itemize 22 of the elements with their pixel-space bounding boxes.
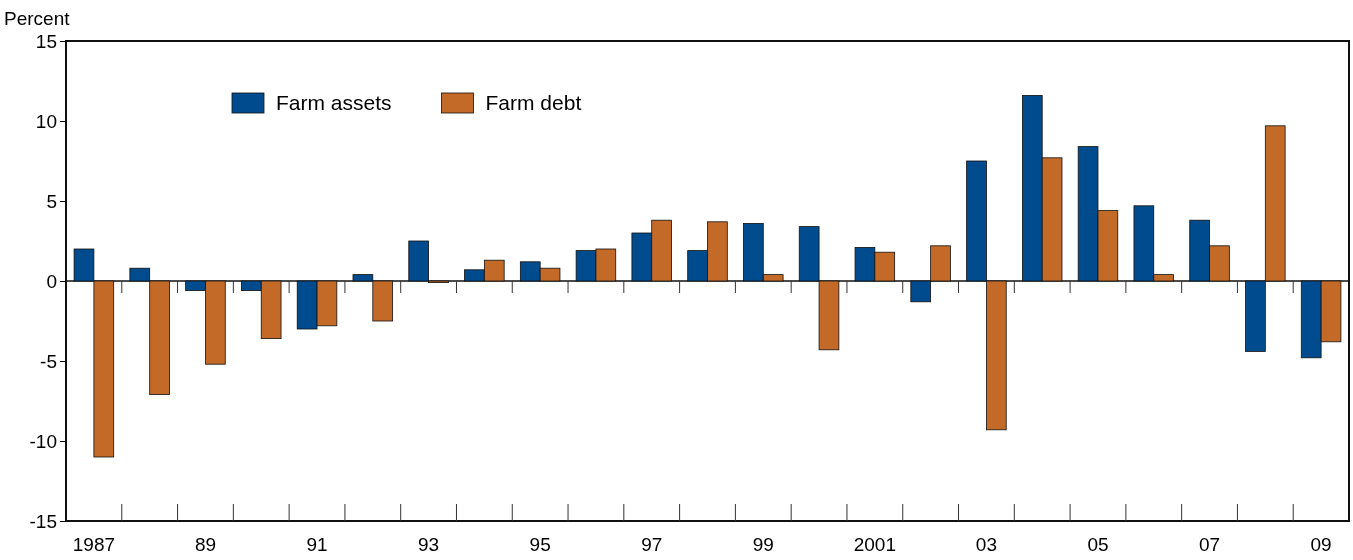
y-axis-title: Percent bbox=[4, 8, 71, 29]
y-tick-label: 15 bbox=[35, 30, 57, 52]
x-tick-label: 97 bbox=[641, 534, 663, 555]
y-tick-label: 10 bbox=[35, 110, 57, 132]
x-tick-label: 2001 bbox=[853, 534, 896, 555]
x-tick-label: 89 bbox=[194, 534, 217, 555]
y-tick-label: 5 bbox=[46, 190, 57, 212]
y-tick-label: -15 bbox=[29, 510, 57, 532]
x-tick-label: 99 bbox=[752, 534, 774, 555]
y-tick-label: 0 bbox=[46, 270, 57, 292]
x-tick-label: 07 bbox=[1198, 534, 1221, 555]
x-tick-label: 03 bbox=[975, 534, 997, 555]
x-tick-label: 1987 bbox=[72, 534, 116, 555]
x-tick-label: 05 bbox=[1087, 534, 1109, 555]
x-tick-label: 95 bbox=[529, 534, 551, 555]
x-tick-label: 91 bbox=[306, 534, 328, 555]
y-tick-label: -10 bbox=[29, 430, 57, 452]
x-tick-label: 93 bbox=[418, 534, 440, 555]
x-tick-label: 09 bbox=[1310, 534, 1332, 555]
y-tick-label: -5 bbox=[40, 350, 57, 372]
legend-label: Farm assets bbox=[276, 91, 392, 114]
legend-label: Farm debt bbox=[485, 91, 582, 114]
